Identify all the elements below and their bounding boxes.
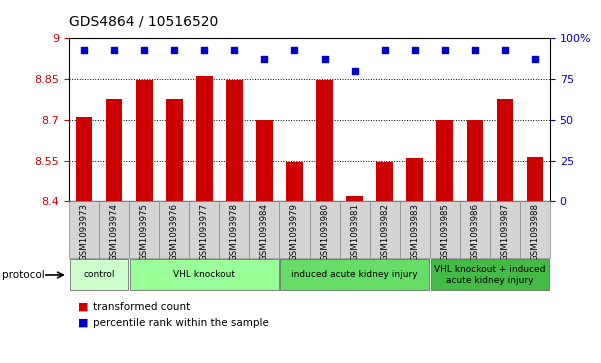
Text: GSM1093987: GSM1093987 [501,203,509,261]
Text: GDS4864 / 10516520: GDS4864 / 10516520 [69,15,218,29]
Point [410,46,419,52]
Text: GSM1093982: GSM1093982 [380,203,389,261]
Bar [166,99,183,201]
Bar [129,201,159,258]
Text: GSM1093974: GSM1093974 [110,203,118,261]
Bar [159,201,189,258]
Bar [249,201,279,258]
Bar [279,201,310,258]
Point [530,56,540,62]
Point [260,56,269,62]
Text: induced acute kidney injury: induced acute kidney injury [291,270,418,280]
Bar [196,76,213,201]
Bar [286,162,303,201]
Bar [430,201,460,258]
Text: GSM1093985: GSM1093985 [441,203,449,261]
Text: control: control [84,270,115,280]
Point [500,46,510,52]
Bar [70,260,129,290]
Bar [376,162,393,201]
Text: GSM1093983: GSM1093983 [410,203,419,261]
Text: GSM1093973: GSM1093973 [80,203,88,261]
Text: GSM1093979: GSM1093979 [290,203,299,261]
Bar [346,196,363,201]
Bar [520,201,550,258]
Bar [189,201,219,258]
Point [380,46,389,52]
Text: VHL knockout + induced
acute kidney injury: VHL knockout + induced acute kidney inju… [434,265,546,285]
Bar [400,201,430,258]
Bar [281,260,429,290]
Bar [69,201,99,258]
Bar [310,201,340,258]
Point [109,46,119,52]
Point [290,46,299,52]
Point [470,46,480,52]
Point [230,46,239,52]
Text: GSM1093984: GSM1093984 [260,203,269,261]
Point [320,56,329,62]
Bar [340,201,370,258]
Text: GSM1093976: GSM1093976 [170,203,178,261]
Bar [496,99,513,201]
Bar [106,99,123,201]
Point [350,68,359,74]
Point [139,46,149,52]
Text: VHL knockout: VHL knockout [173,270,236,280]
Text: GSM1093986: GSM1093986 [471,203,479,261]
Bar [219,201,249,258]
Bar [130,260,279,290]
Bar [460,201,490,258]
Point [440,46,450,52]
Bar [226,80,243,201]
Text: protocol: protocol [2,270,44,280]
Bar [466,120,483,201]
Text: GSM1093978: GSM1093978 [230,203,239,261]
Text: GSM1093988: GSM1093988 [531,203,539,261]
Bar [490,201,520,258]
Bar [370,201,400,258]
Bar [99,201,129,258]
Text: GSM1093980: GSM1093980 [320,203,329,261]
Bar [316,80,333,201]
Text: ■: ■ [78,318,88,328]
Point [200,46,209,52]
Point [169,46,179,52]
Text: GSM1093981: GSM1093981 [350,203,359,261]
Point [79,46,89,52]
Bar [406,159,423,201]
Bar [431,260,549,290]
Text: ■: ■ [78,302,88,312]
Bar [526,156,543,201]
Bar [436,120,453,201]
Bar [136,80,153,201]
Bar [76,117,93,201]
Text: transformed count: transformed count [93,302,191,312]
Text: percentile rank within the sample: percentile rank within the sample [93,318,269,328]
Text: GSM1093977: GSM1093977 [200,203,209,261]
Bar [256,120,273,201]
Text: GSM1093975: GSM1093975 [140,203,148,261]
